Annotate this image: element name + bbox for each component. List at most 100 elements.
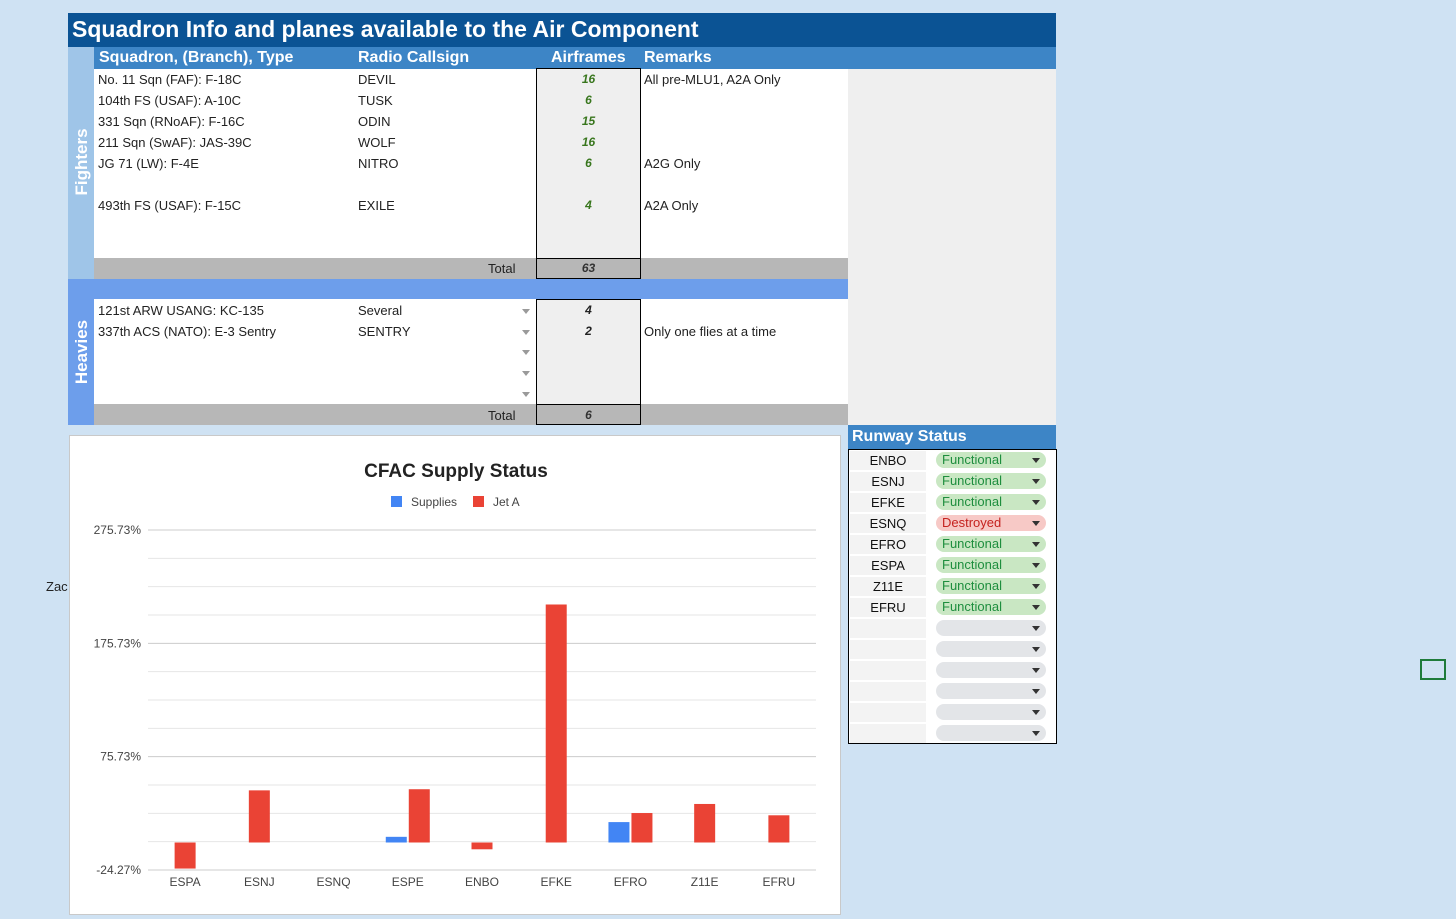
fighter-row-squadron[interactable]: JG 71 (LW): F-4E (98, 156, 199, 171)
runway-status-dropdown[interactable]: Functional (936, 599, 1046, 615)
runway-name[interactable]: EFRO (850, 535, 926, 554)
fighter-row-remarks[interactable]: All pre-MLU1, A2A Only (644, 72, 781, 87)
jet-a-bar (768, 815, 790, 843)
runway-name[interactable]: EFRU (850, 598, 926, 617)
side-text: Zac (46, 579, 68, 594)
runway-name[interactable]: Z11E (850, 577, 926, 596)
heavies-total-cell (536, 404, 641, 425)
runway-status-dropdown[interactable]: Destroyed (936, 515, 1046, 531)
x-tick-label: ENBO (465, 875, 499, 889)
supply-chart[interactable]: CFAC Supply Status 275.73% 175.73% 75.73% -… (69, 435, 841, 915)
fighter-row-squadron[interactable]: 211 Sqn (SwAF): JAS-39C (98, 135, 252, 150)
fighter-row-squadron[interactable]: 493th FS (USAF): F-15C (98, 198, 242, 213)
runway-name[interactable]: EFKE (850, 493, 926, 512)
heavies-label: Heavies (72, 319, 91, 385)
runway-status-dropdown[interactable]: Functional (936, 578, 1046, 594)
fighter-row-callsign[interactable]: WOLF (358, 135, 396, 150)
y-tick-label: 175.73% (94, 636, 142, 650)
runway-name[interactable] (850, 682, 926, 701)
fighter-row-callsign[interactable]: ODIN (358, 114, 391, 129)
x-tick-label: ESNJ (244, 875, 275, 889)
jet-a-bar (408, 789, 430, 843)
dropdown-arrow-icon (1032, 605, 1040, 610)
callsign-dropdown-icon[interactable] (522, 371, 530, 376)
page-title: Squadron Info and planes available to th… (72, 16, 699, 42)
runway-status-dropdown[interactable]: Functional (936, 557, 1046, 573)
jet-a-bar (694, 803, 716, 843)
fighter-row-remarks[interactable]: A2G Only (644, 156, 701, 171)
col-header-callsign: Radio Callsign (358, 49, 470, 66)
runway-status-dropdown[interactable]: Functional (936, 452, 1046, 468)
y-tick-label: 75.73% (100, 750, 141, 764)
fighter-row-squadron[interactable]: 331 Sqn (RNoAF): F-16C (98, 114, 245, 129)
runway-name[interactable] (850, 661, 926, 680)
runway-name[interactable] (850, 724, 926, 743)
runway-name[interactable]: ESPA (850, 556, 926, 575)
runway-name[interactable] (850, 640, 926, 659)
fighter-row-airframes[interactable]: 16 (581, 135, 596, 149)
fighter-row-callsign[interactable]: TUSK (358, 93, 393, 108)
runway-status-dropdown[interactable]: Functional (936, 473, 1046, 489)
dropdown-arrow-icon (1032, 542, 1040, 547)
heavy-row-remarks[interactable]: Only one flies at a time (644, 324, 777, 339)
fighters-total-label: Total (488, 261, 516, 276)
runway-status-dropdown[interactable] (936, 662, 1046, 678)
x-tick-label: ESPA (170, 875, 201, 889)
section-separator (94, 279, 848, 299)
runway-name[interactable]: ESNQ (850, 514, 926, 533)
runway-status-dropdown[interactable]: Functional (936, 536, 1046, 552)
runway-name[interactable] (850, 703, 926, 722)
fighter-row-squadron[interactable]: 104th FS (USAF): A-10C (98, 93, 242, 108)
heavy-row-airframes[interactable]: 2 (585, 324, 592, 338)
fighters-table (94, 69, 848, 258)
heavy-row-squadron[interactable]: 121st ARW USANG: KC-135 (98, 303, 264, 318)
heavies-total-value: 6 (585, 408, 592, 422)
fighter-row-airframes[interactable]: 4 (585, 198, 592, 212)
fighter-row-airframes[interactable]: 6 (585, 156, 592, 170)
runway-status-dropdown[interactable] (936, 704, 1046, 720)
y-tick-label: 275.73% (94, 523, 142, 537)
runway-name[interactable]: ESNJ (850, 472, 926, 491)
callsign-dropdown-icon[interactable] (522, 330, 530, 335)
heavies-total-row (94, 404, 848, 425)
callsign-dropdown-icon[interactable] (522, 350, 530, 355)
fighter-row-callsign[interactable]: NITRO (358, 156, 399, 171)
fighter-row-callsign[interactable]: EXILE (358, 198, 395, 213)
x-tick-label: ESPE (392, 875, 424, 889)
fighters-label: Fighters (72, 128, 91, 196)
runway-status-dropdown[interactable]: Functional (936, 494, 1046, 510)
fighters-side-bar (68, 47, 94, 279)
fighters-total-value: 63 (581, 261, 596, 275)
runway-name[interactable]: ENBO (850, 451, 926, 470)
chart-svg: CFAC Supply Status 275.73% 175.73% 75.73% -… (94, 461, 816, 889)
runway-name[interactable] (850, 619, 926, 638)
heavy-row-airframes[interactable]: 4 (585, 303, 592, 317)
runway-status-dropdown[interactable] (936, 683, 1046, 699)
callsign-dropdown-icon[interactable] (522, 392, 530, 397)
runway-status-dropdown[interactable] (936, 620, 1046, 636)
runway-status-dropdown[interactable] (936, 725, 1046, 741)
runway-status-value: Functional (942, 599, 1002, 614)
fighter-row-callsign[interactable]: DEVIL (358, 72, 396, 87)
fighter-row-squadron[interactable]: No. 11 Sqn (FAF): F-18C (98, 72, 242, 87)
dropdown-arrow-icon (1032, 521, 1040, 526)
dropdown-arrow-icon (1032, 479, 1040, 484)
heavy-row-callsign[interactable]: SENTRY (358, 324, 411, 339)
heavy-row-squadron[interactable]: 337th ACS (NATO): E-3 Sentry (98, 324, 276, 339)
dropdown-arrow-icon (1032, 731, 1040, 736)
selected-cell[interactable] (1420, 659, 1446, 680)
dropdown-arrow-icon (1032, 668, 1040, 673)
callsign-dropdown-icon[interactable] (522, 309, 530, 314)
fighter-row-airframes[interactable]: 6 (585, 93, 592, 107)
heavy-row-callsign[interactable]: Several (358, 303, 403, 318)
fighter-row-airframes[interactable]: 15 (581, 114, 596, 128)
runway-status-value: Functional (942, 473, 1002, 488)
fighter-row-airframes[interactable]: 16 (581, 72, 596, 86)
col-header-airframes: Airframes (551, 49, 626, 66)
legend-swatch (473, 496, 484, 507)
x-tick-label: ESNQ (317, 875, 351, 889)
fighter-row-remarks[interactable]: A2A Only (644, 198, 699, 213)
dropdown-arrow-icon (1032, 689, 1040, 694)
runway-status-dropdown[interactable] (936, 641, 1046, 657)
runway-status-value: Destroyed (942, 515, 1002, 530)
